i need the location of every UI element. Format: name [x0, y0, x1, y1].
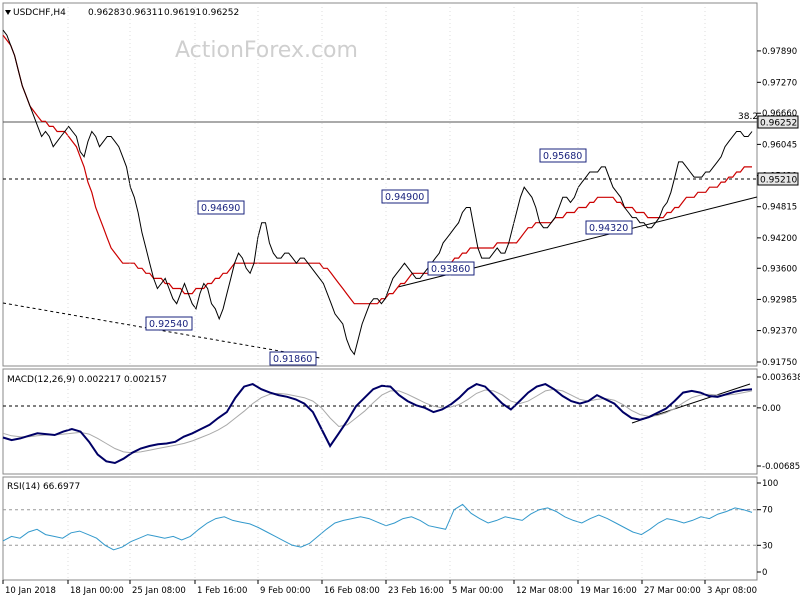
price-annotation-box — [197, 200, 245, 215]
price-annotation-label: 0.94320 — [589, 223, 628, 234]
price-annotation-label: 0.93860 — [431, 264, 470, 275]
price-y-tick-label: 0.92985 — [762, 295, 797, 305]
x-axis: 10 Jan 2018 18 Jan 00:00 25 Jan 08:00 1 Feb… — [2, 3, 757, 596]
price-line — [2, 29, 753, 356]
level-price-tag-text: 0.95210 — [760, 176, 797, 186]
fib-label: 38.2 — [738, 112, 758, 122]
price-annotation-label: 0.94690 — [201, 203, 240, 214]
x-tick-label: 10 Jan 2018 — [5, 586, 56, 596]
x-tick-label: 1 Feb 16:00 — [197, 586, 247, 596]
current-price-tag: 0.96252 — [757, 115, 799, 129]
x-tick-label: 19 Mar 16:00 — [580, 586, 637, 596]
price-y-tick-label: 0.94815 — [762, 203, 797, 213]
price-annotation-label: 0.92540 — [149, 319, 188, 330]
close-value: 0.96252 — [202, 8, 239, 18]
price-y-tick-label: 0.96045 — [762, 140, 797, 150]
rsi-y-tick-label: 0 — [762, 568, 767, 578]
rsi-y-axis: 100 70 30 0 — [3, 479, 778, 578]
price-annotation-box — [427, 261, 475, 276]
macd-title: MACD(12,26,9) 0.002217 0.002157 — [7, 375, 167, 385]
price-annotation-label: 0.91860 — [273, 354, 312, 365]
x-tick-label: 25 Jan 08:00 — [132, 586, 186, 596]
ma-line — [2, 34, 752, 305]
price-y-tick-label: 0.97270 — [762, 78, 797, 88]
price-annotation-box — [145, 316, 193, 331]
rsi-title: RSI(14) 66.6977 — [7, 482, 80, 492]
current-price-tag-text: 0.96252 — [760, 119, 797, 129]
price-annotation-box — [539, 148, 587, 163]
rsi-panel: RSI(14) 66.6977 100 70 30 0 — [2, 476, 778, 581]
price-annotations: 0.94690 0.92540 0.91860 0.94900 0.93860 0.956… — [145, 148, 633, 366]
x-tick-label: 16 Feb 08:00 — [324, 586, 380, 596]
x-tick-label: 18 Jan 00:00 — [70, 586, 124, 596]
price-header: USDCHF,H4 0.96283 0.96311 0.96191 0.9625… — [5, 8, 239, 18]
x-tick-label: 5 Mar 00:00 — [452, 586, 503, 596]
price-annotation-label: 0.95680 — [543, 151, 582, 162]
price-y-tick-label: 0.92370 — [762, 327, 797, 337]
price-y-tick-label: 0.96660 — [762, 109, 797, 119]
macd-panel: MACD(12,26,9) 0.002217 0.002157 0.003638… — [2, 368, 800, 475]
symbol-label: USDCHF,H4 — [13, 8, 66, 18]
signal-line — [2, 388, 753, 454]
macd-y-axis: 0.003638 0.00 -0.006858 — [757, 373, 800, 472]
macd-y-tick-label: 0.003638 — [762, 373, 800, 383]
macd-y-tick-label: 0.00 — [762, 404, 781, 414]
price-annotation-label: 0.94900 — [385, 192, 424, 203]
price-y-tick-label: 0.97890 — [762, 47, 797, 57]
open-value: 0.96283 — [88, 8, 125, 18]
watermark: ActionForex.com — [175, 38, 358, 63]
rsi-y-tick-label: 70 — [762, 506, 773, 516]
level-price-tag: 0.95210 — [757, 172, 799, 186]
price-y-tick-label: 0.93600 — [762, 264, 797, 274]
collapse-triangle-icon[interactable] — [5, 10, 11, 15]
x-tick-label: 9 Feb 00:00 — [260, 586, 310, 596]
price-panel: ActionForex.com USDCHF,H4 0.96283 0.9631… — [2, 2, 799, 368]
price-annotation-box — [269, 351, 317, 366]
rsi-y-tick-label: 100 — [762, 479, 778, 489]
x-tick-label: 27 Mar 00:00 — [644, 586, 701, 596]
rsi-y-tick-label: 30 — [762, 541, 773, 551]
x-tick-label: 3 Apr 08:00 — [707, 586, 757, 596]
rsi-line — [2, 503, 753, 551]
price-annotation-box — [381, 189, 429, 204]
low-value: 0.96191 — [164, 8, 201, 18]
price-y-tick-label: 0.91750 — [762, 358, 797, 368]
high-value: 0.96311 — [126, 8, 163, 18]
price-annotation-box — [585, 220, 633, 235]
macd-line — [2, 383, 753, 465]
x-tick-label: 12 Mar 08:00 — [516, 586, 573, 596]
price-y-tick-label: 0.94200 — [762, 234, 797, 244]
macd-y-tick-label: -0.006858 — [762, 462, 800, 472]
x-tick-label: 23 Feb 16:00 — [388, 586, 444, 596]
